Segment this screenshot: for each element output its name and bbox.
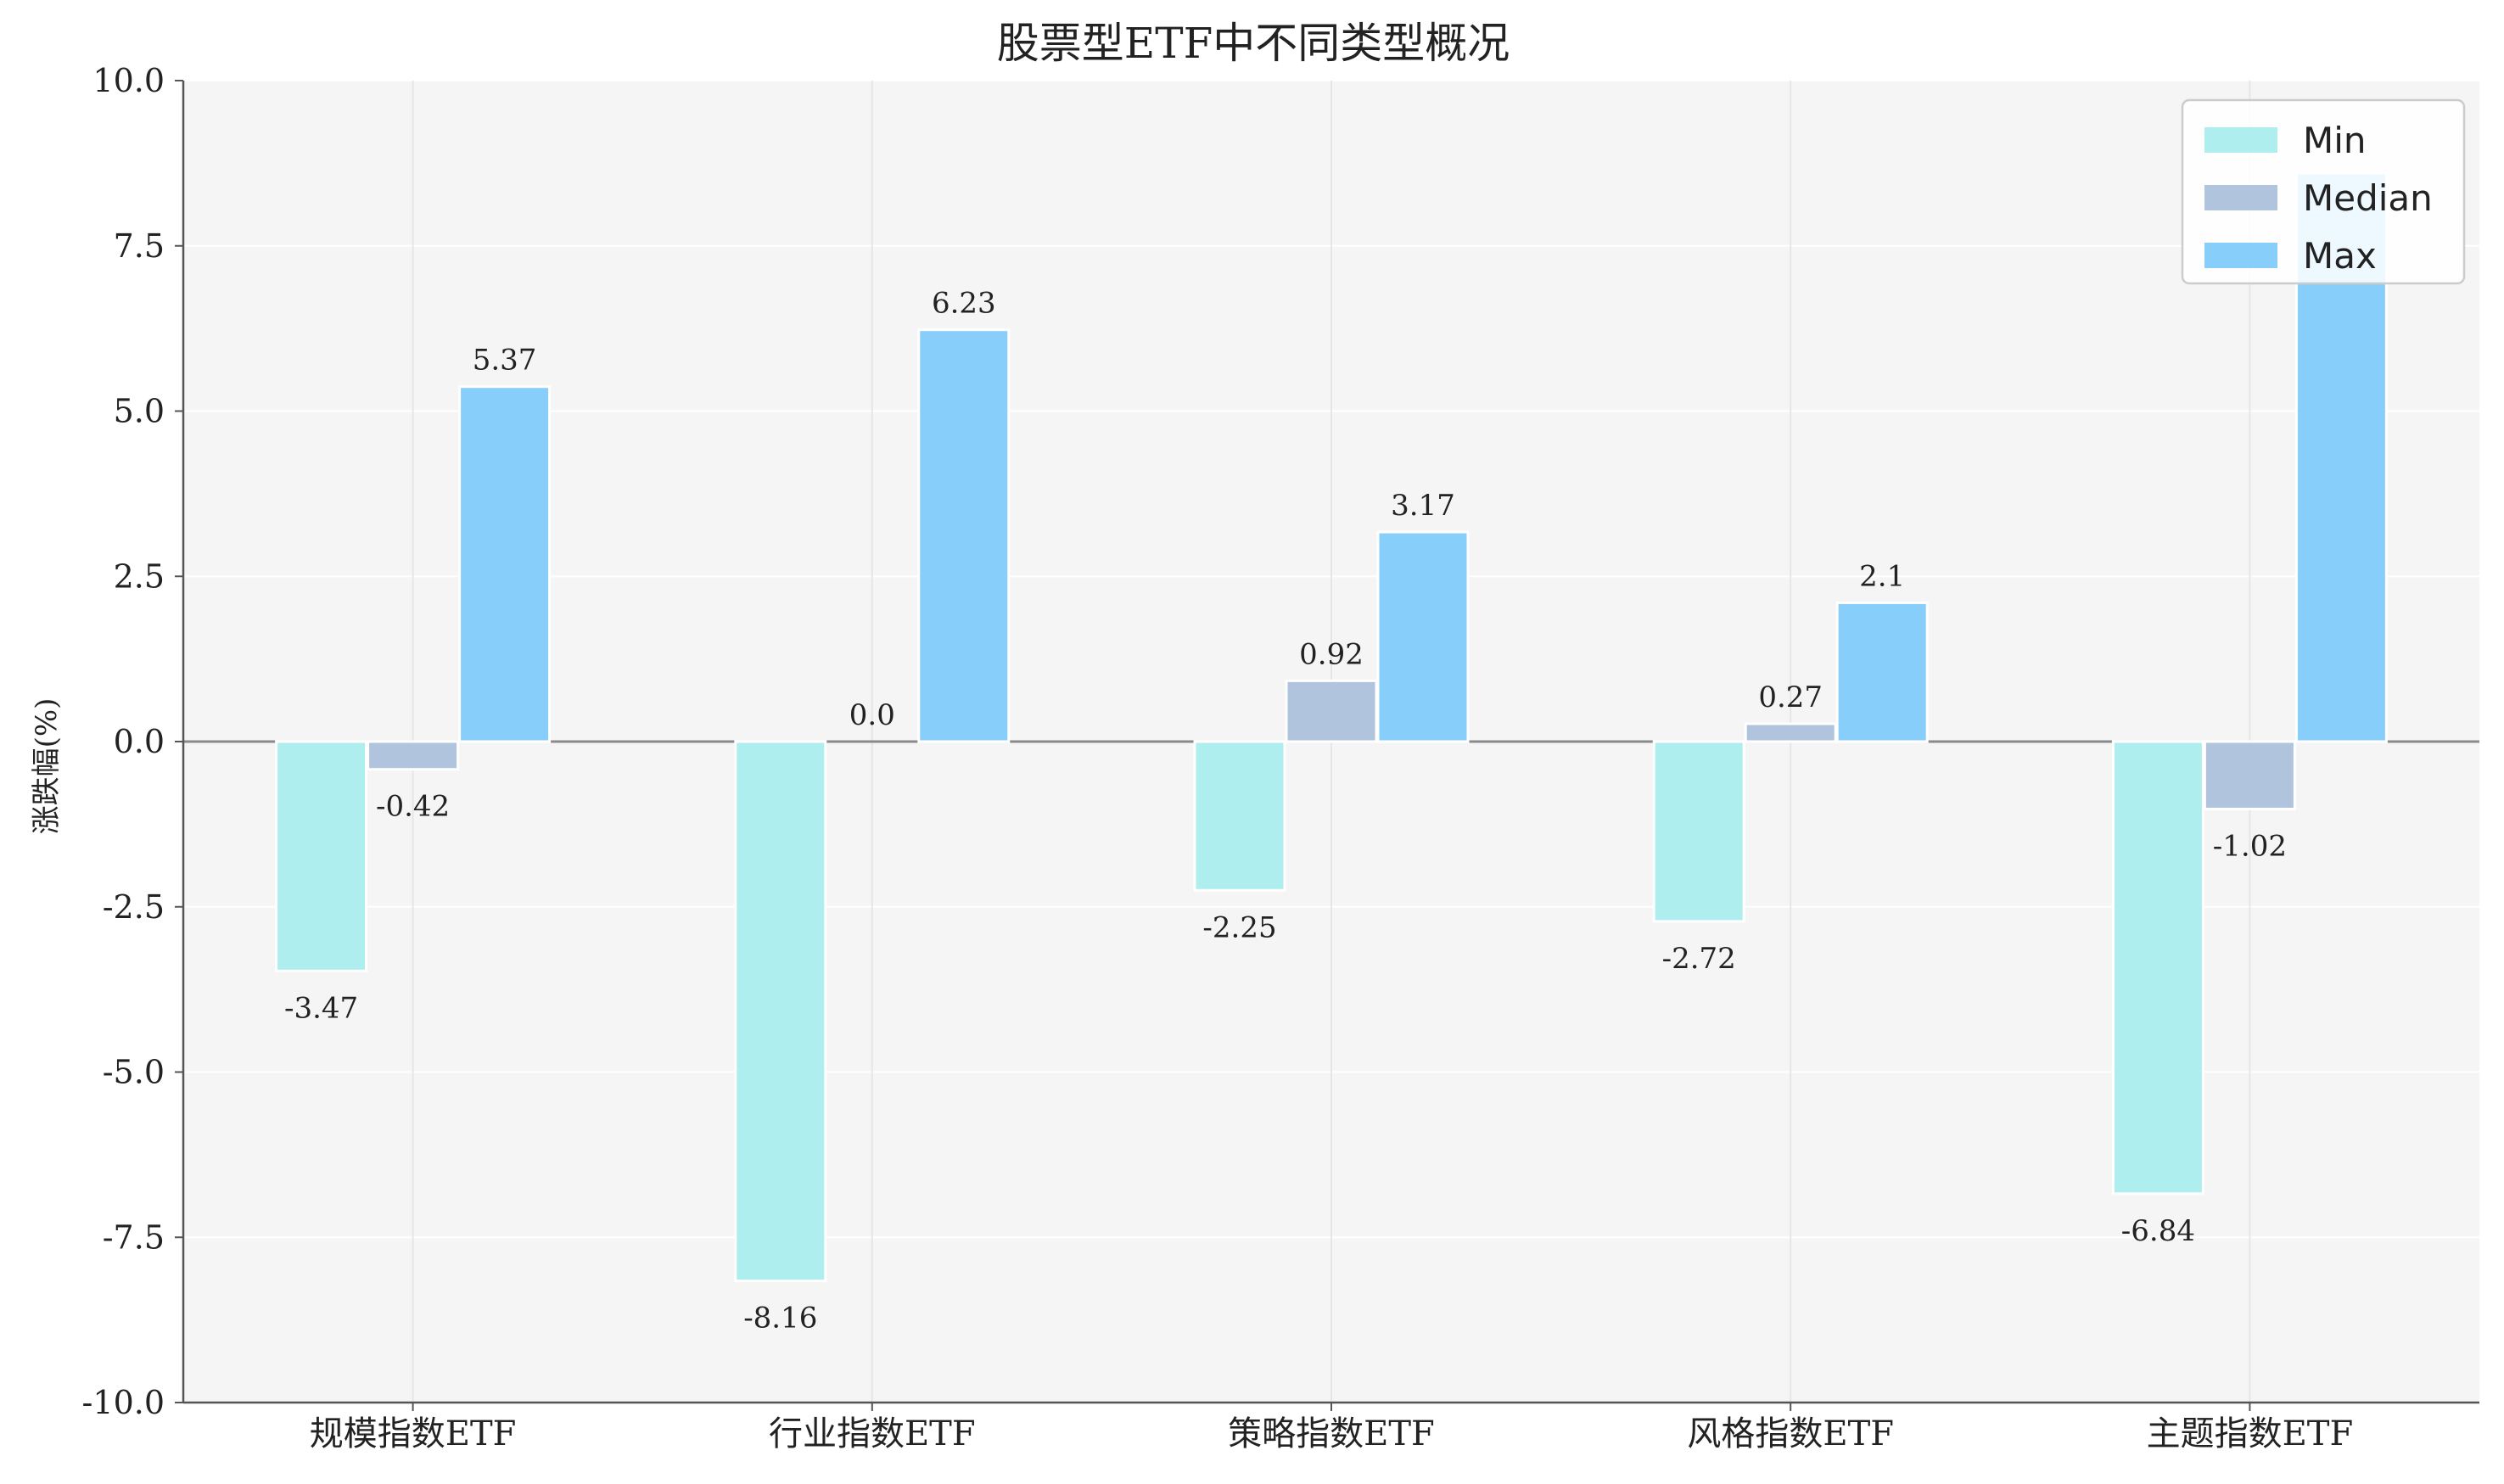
x-tick-label: 行业指数ETF: [769, 1414, 976, 1453]
bar-max: [1376, 530, 1470, 743]
data-label: 5.37: [473, 344, 537, 378]
chart-title: 股票型ETF中不同类型概况: [997, 19, 1510, 68]
bar-min: [1193, 740, 1286, 892]
x-tick-label: 策略指数ETF: [1228, 1414, 1435, 1453]
data-label: -2.72: [1662, 942, 1736, 976]
bar-max: [917, 328, 1011, 743]
bar-min: [734, 740, 827, 1283]
y-tick-label: 7.5: [114, 227, 165, 265]
legend-swatch-min: [2204, 127, 2277, 153]
y-tick-label: -10.0: [82, 1384, 165, 1421]
y-tick-label: 2.5: [114, 557, 165, 595]
legend-label-max: Max: [2303, 235, 2377, 277]
data-label: 2.1: [1859, 559, 1905, 593]
bar-median: [2203, 740, 2296, 810]
y-tick-label: 0.0: [114, 723, 165, 760]
y-tick-label: -5.0: [103, 1054, 165, 1091]
data-label: 6.23: [932, 287, 996, 321]
bar-max: [458, 385, 552, 743]
data-label: -6.84: [2121, 1214, 2195, 1248]
bar-median: [1285, 679, 1378, 743]
bar-max: [1835, 601, 1929, 743]
legend-swatch-max: [2204, 243, 2277, 268]
y-axis-label: 涨跌幅(%): [30, 698, 64, 835]
bar-min: [1652, 740, 1745, 923]
data-label: 3.17: [1391, 489, 1455, 523]
y-tick-label: 5.0: [114, 393, 165, 430]
data-label: 0.27: [1758, 680, 1823, 714]
data-label: -8.16: [743, 1302, 817, 1336]
y-tick-label: -2.5: [103, 888, 165, 926]
legend-swatch-median: [2204, 185, 2277, 210]
data-label: -1.02: [2213, 829, 2287, 863]
data-label: 0.0: [849, 698, 895, 732]
bar-median: [367, 740, 460, 771]
data-label: -2.25: [1202, 910, 1276, 944]
bar-median: [1744, 722, 1837, 743]
plot-area: -10.0 -7.5 -5.0 -2.5 0.0 2.5 5.0 7.5 10.0 -3.47 -0…: [82, 62, 2479, 1453]
x-tick-label: 主题指数ETF: [2147, 1414, 2354, 1453]
bar-min: [275, 740, 368, 972]
legend-label-median: Median: [2303, 177, 2433, 219]
legend[interactable]: Min Median Max: [2181, 98, 2466, 285]
data-label: -0.42: [376, 790, 450, 824]
data-label: 0.92: [1299, 637, 1364, 671]
bar-min: [2111, 740, 2204, 1196]
data-label: -3.47: [284, 991, 358, 1025]
x-tick-label: 规模指数ETF: [310, 1414, 517, 1453]
legend-label-min: Min: [2303, 120, 2367, 161]
y-tick-label: 10.0: [92, 62, 165, 99]
y-tick-label: -7.5: [103, 1218, 165, 1256]
x-tick-label: 风格指数ETF: [1687, 1414, 1894, 1453]
